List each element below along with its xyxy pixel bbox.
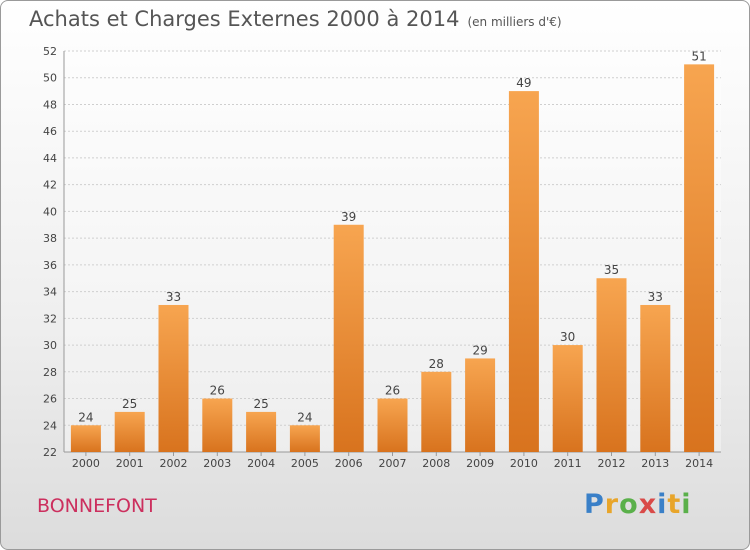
bar (684, 64, 715, 452)
data-label: 25 (122, 397, 137, 411)
bar (202, 398, 233, 452)
bar (421, 371, 452, 452)
data-label: 25 (253, 397, 268, 411)
y-tick-label: 32 (43, 312, 57, 325)
y-tick-label: 38 (43, 232, 57, 245)
bar (465, 358, 496, 452)
y-tick-label: 36 (43, 259, 57, 272)
y-tick-label: 46 (43, 125, 57, 138)
location-name: BONNEFONT (37, 495, 157, 517)
x-tick-label: 2011 (554, 457, 582, 470)
data-label: 35 (604, 263, 619, 277)
chart-title-text: Achats et Charges Externes 2000 à 2014 (29, 7, 460, 31)
bar (552, 345, 583, 452)
logo-letter: r (604, 489, 620, 520)
data-label: 49 (516, 76, 531, 90)
data-label: 28 (429, 357, 444, 371)
x-tick-label: 2001 (116, 457, 144, 470)
data-label: 24 (78, 410, 93, 424)
logo-letter: P (584, 489, 605, 520)
bar (70, 425, 101, 452)
bar (246, 411, 277, 452)
x-tick-label: 2014 (685, 457, 713, 470)
x-tick-label: 2005 (291, 457, 319, 470)
x-tick-label: 2007 (379, 457, 407, 470)
chart-subtitle: (en milliers d'€) (467, 15, 562, 29)
chart-title: Achats et Charges Externes 2000 à 2014 (e… (29, 7, 562, 31)
data-label: 29 (472, 343, 487, 357)
data-label: 24 (297, 410, 312, 424)
y-tick-label: 28 (43, 366, 57, 379)
data-label: 30 (560, 330, 575, 344)
data-label: 26 (385, 384, 400, 398)
y-tick-label: 22 (43, 446, 57, 459)
bar (289, 425, 320, 452)
data-label: 26 (210, 384, 225, 398)
x-tick-label: 2003 (203, 457, 231, 470)
logo-letter: o (619, 489, 639, 520)
y-tick-label: 34 (43, 286, 57, 299)
y-tick-label: 26 (43, 393, 57, 406)
y-tick-label: 24 (43, 419, 57, 432)
x-tick-label: 2006 (335, 457, 363, 470)
x-tick-label: 2004 (247, 457, 275, 470)
x-tick-label: 2009 (466, 457, 494, 470)
bar (114, 411, 145, 452)
bar (158, 304, 189, 452)
bar (596, 278, 627, 452)
x-tick-label: 2010 (510, 457, 538, 470)
logo-letter: x (638, 489, 658, 520)
x-tick-label: 2012 (598, 457, 626, 470)
data-label: 33 (648, 290, 663, 304)
data-label: 51 (691, 49, 706, 63)
y-tick-label: 50 (43, 72, 57, 85)
data-label: 39 (341, 210, 356, 224)
x-tick-label: 2002 (160, 457, 188, 470)
x-tick-label: 2008 (422, 457, 450, 470)
logo-letter: t (667, 489, 682, 520)
y-tick-label: 40 (43, 205, 57, 218)
bar (508, 91, 539, 452)
bar (640, 304, 671, 452)
y-tick-label: 42 (43, 179, 57, 192)
logo-letter: i (657, 489, 668, 520)
bar (333, 224, 364, 452)
proxiti-logo[interactable]: Proxiti (584, 489, 692, 520)
y-tick-label: 30 (43, 339, 57, 352)
x-tick-label: 2013 (641, 457, 669, 470)
x-tick-label: 2000 (72, 457, 100, 470)
y-tick-label: 44 (43, 152, 57, 165)
data-label: 33 (166, 290, 181, 304)
y-tick-label: 48 (43, 98, 57, 111)
bar (377, 398, 408, 452)
y-tick-label: 52 (43, 45, 57, 58)
logo-letter: i (681, 489, 692, 520)
